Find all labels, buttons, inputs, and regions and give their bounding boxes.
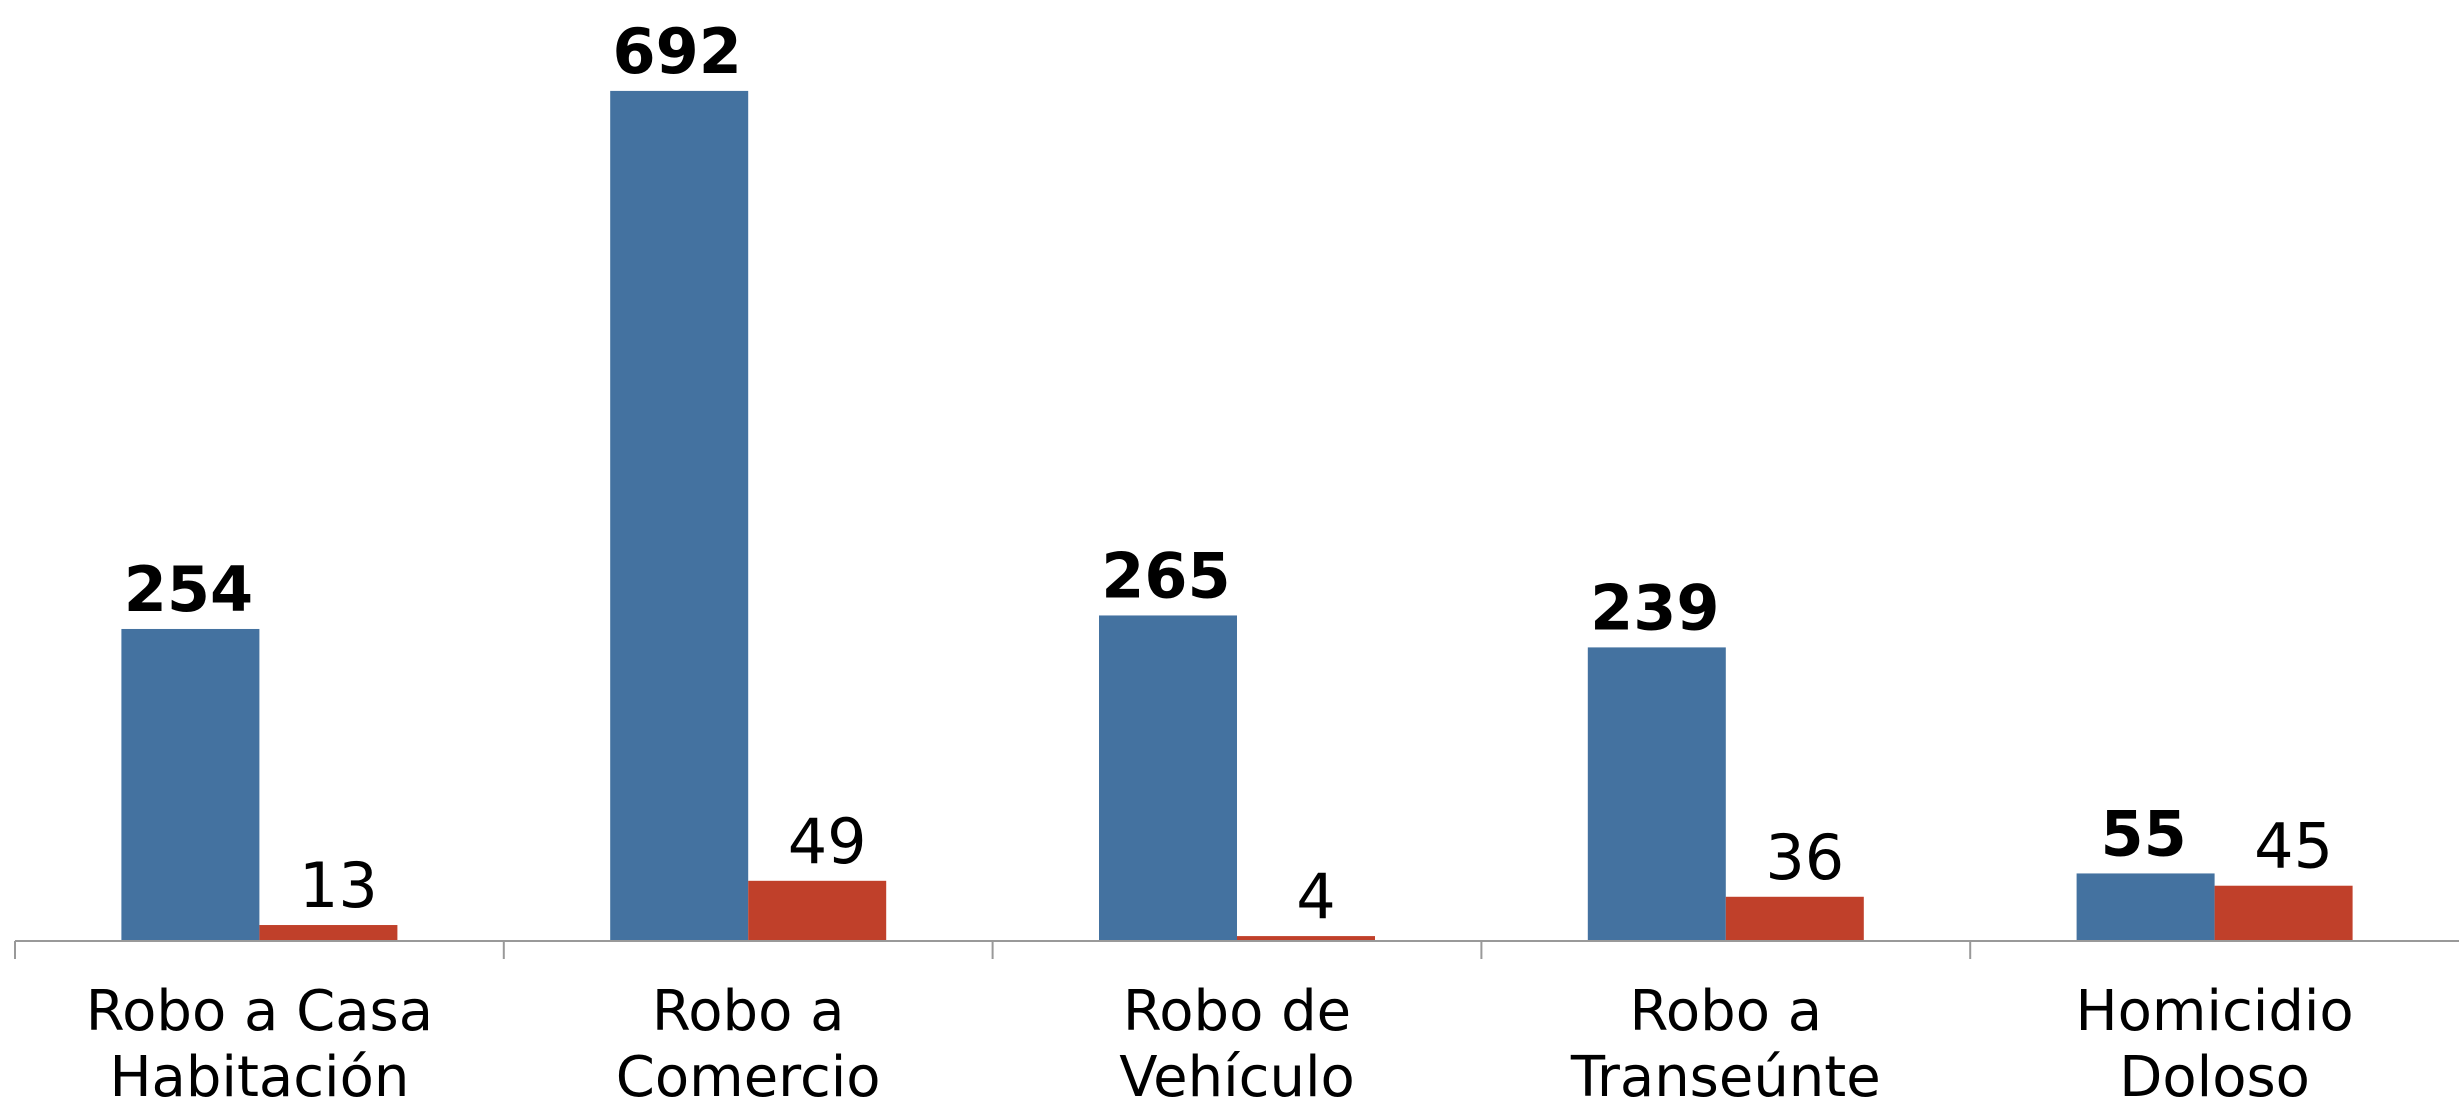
value-label: 55 — [2100, 797, 2186, 870]
value-label: 4 — [1296, 860, 1335, 933]
value-label: 45 — [2254, 810, 2333, 883]
value-label: 13 — [299, 849, 378, 922]
x-tick-label: Robo a — [652, 979, 845, 1044]
value-label: 265 — [1101, 539, 1230, 612]
x-tick-label: Comercio — [616, 1045, 881, 1110]
x-tick-label: Homicidio — [2075, 979, 2353, 1044]
bar — [259, 925, 397, 941]
value-label: 49 — [788, 805, 867, 878]
value-label: 36 — [1765, 821, 1844, 894]
x-tick-label: Transeúnte — [1570, 1045, 1881, 1110]
value-label: 239 — [1590, 571, 1719, 644]
x-tick-label: Robo a — [1630, 979, 1823, 1044]
value-label: 254 — [124, 553, 253, 626]
bar — [1099, 615, 1237, 941]
bar — [2077, 873, 2215, 941]
bar — [1588, 647, 1726, 941]
chart: 25413Robo a CasaHabitación69249Robo aCom… — [0, 0, 2459, 1112]
bar — [1726, 897, 1864, 941]
value-label: 692 — [612, 15, 741, 88]
bar — [748, 881, 886, 941]
x-tick-label: Doloso — [2119, 1045, 2310, 1110]
bar — [2215, 886, 2353, 941]
bar — [610, 91, 748, 941]
x-tick-label: Habitación — [109, 1045, 409, 1110]
bar — [121, 629, 259, 941]
x-tick-label: Vehículo — [1119, 1045, 1355, 1110]
x-tick-label: Robo a Casa — [86, 979, 433, 1044]
x-tick-label: Robo de — [1123, 979, 1351, 1044]
